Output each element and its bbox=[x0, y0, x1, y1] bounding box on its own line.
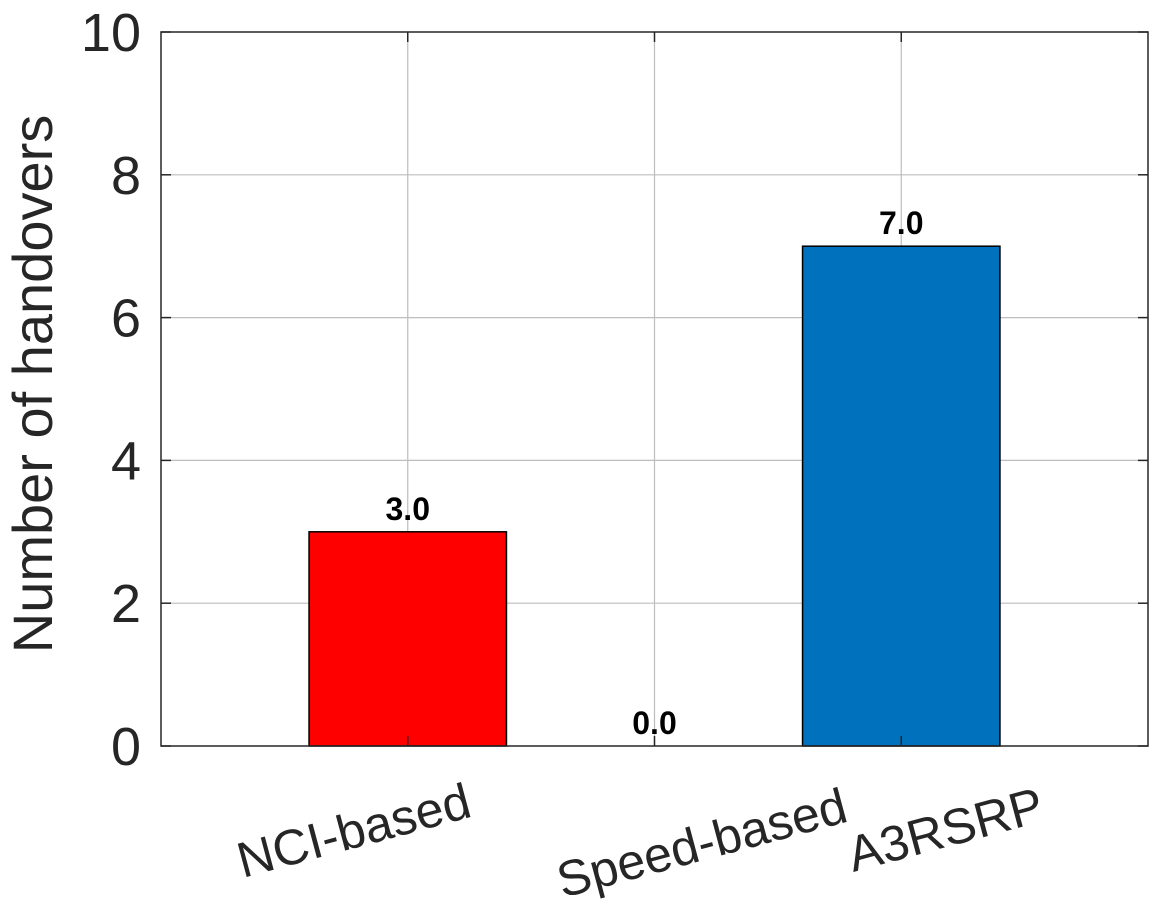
y-tick-labels: 0 2 4 6 8 10 bbox=[81, 3, 141, 777]
data-labels: 3.0 0.0 7.0 bbox=[386, 205, 924, 741]
bars bbox=[308, 245, 1001, 747]
bar-a3rsrp bbox=[801, 245, 1001, 747]
x-category-label: A3RSRP bbox=[842, 777, 1050, 883]
y-axis-title: Number of handovers bbox=[1, 115, 64, 654]
y-tick-label: 6 bbox=[111, 289, 141, 349]
axis-ticks bbox=[161, 31, 1148, 747]
y-tick-label: 2 bbox=[111, 574, 141, 634]
data-label: 3.0 bbox=[386, 491, 430, 527]
x-category-label: Speed-based bbox=[551, 778, 853, 906]
y-tick-label: 4 bbox=[111, 431, 141, 491]
x-category-label: NCI-based bbox=[231, 773, 476, 889]
y-tick-label: 10 bbox=[81, 3, 141, 63]
y-tick-label: 0 bbox=[111, 717, 141, 777]
y-tick-label: 8 bbox=[111, 146, 141, 206]
data-label: 7.0 bbox=[879, 205, 923, 241]
data-label: 0.0 bbox=[632, 705, 676, 741]
bar-nci-based bbox=[308, 531, 508, 747]
